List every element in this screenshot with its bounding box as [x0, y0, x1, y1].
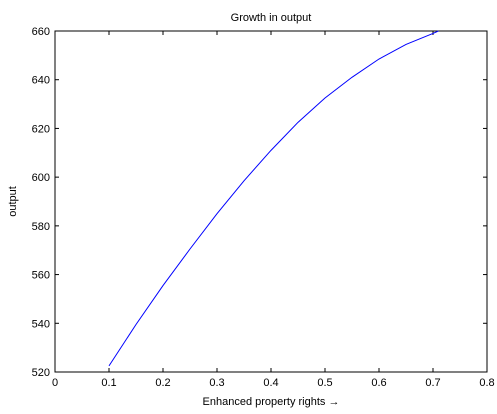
x-tick-label: 0.1 [101, 377, 116, 389]
y-axis-label: output [7, 186, 19, 217]
y-tick-label: 560 [32, 270, 50, 282]
x-tick-label: 0.4 [263, 377, 278, 389]
y-tick-label: 600 [32, 172, 50, 184]
x-tick-label: 0 [52, 377, 58, 389]
chart-title: Growth in output [231, 12, 312, 24]
series-line [108, 30, 439, 367]
y-tick-label: 640 [32, 75, 50, 87]
y-tick-label: 620 [32, 123, 50, 135]
x-tick-label: 0.8 [479, 377, 494, 389]
x-axis-label: Enhanced property rights → [203, 396, 340, 408]
x-tick-label: 0.3 [209, 377, 224, 389]
y-tick-label: 520 [32, 367, 50, 379]
x-tick-label: 0.7 [425, 377, 440, 389]
x-tick-label: 0.2 [155, 377, 170, 389]
plot-area [54, 30, 488, 373]
x-tick-label: 0.6 [371, 377, 386, 389]
x-tick-label: 0.5 [317, 377, 332, 389]
y-tick-label: 580 [32, 221, 50, 233]
y-axis: 520 540 560 580 600 620 640 660 [32, 26, 487, 379]
y-tick-label: 540 [32, 318, 50, 330]
x-axis: 0 0.1 0.2 0.3 0.4 0.5 0.6 0.7 0.8 [52, 31, 495, 389]
y-tick-label: 660 [32, 26, 50, 38]
